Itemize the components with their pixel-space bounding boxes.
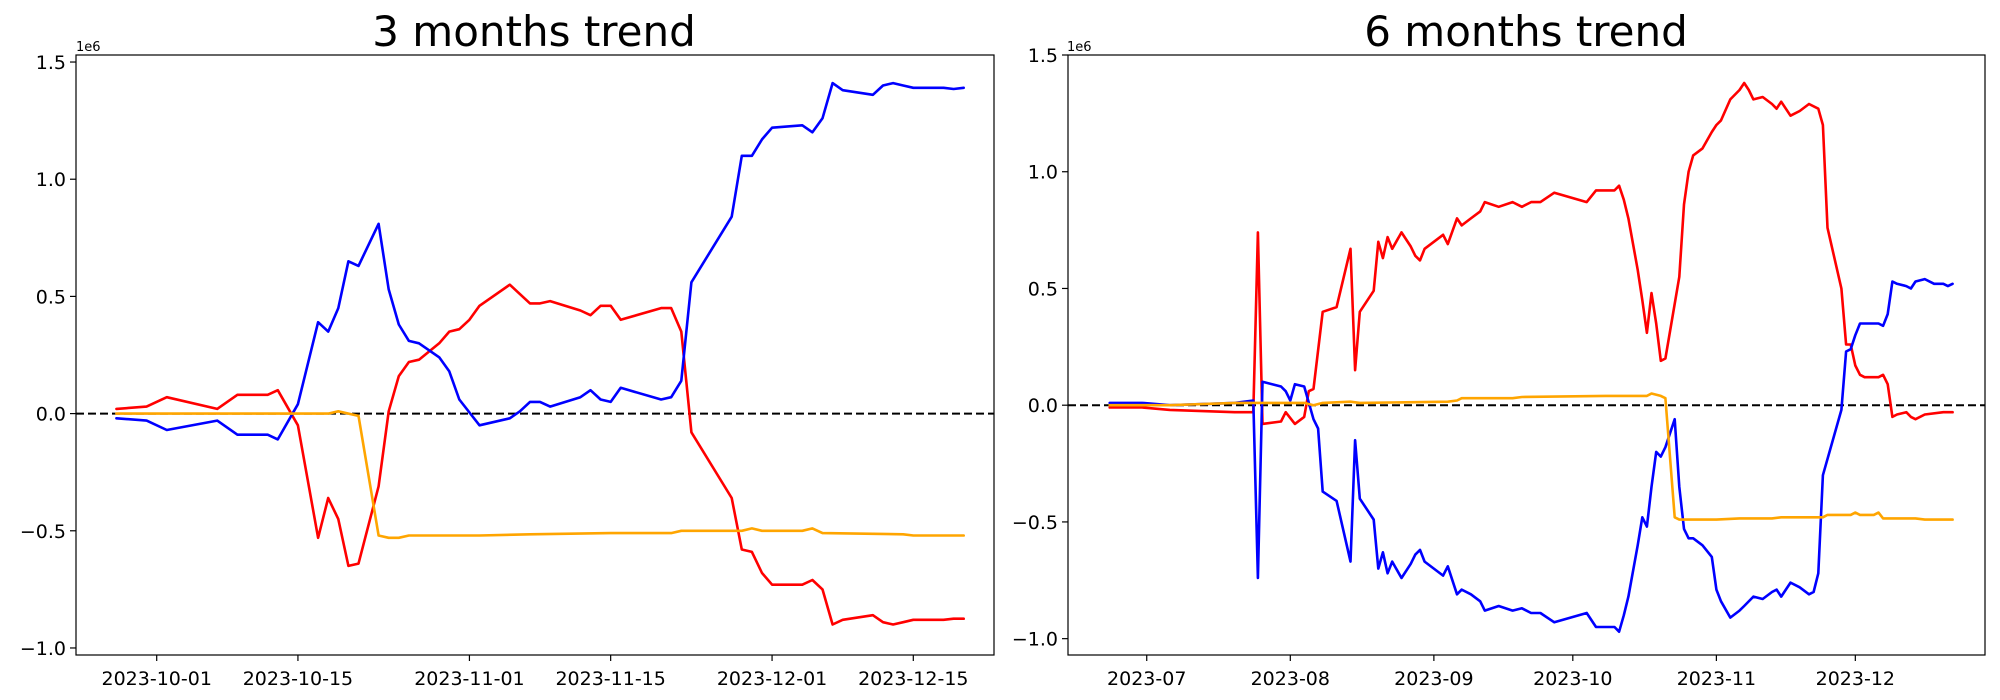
series-line-0 <box>115 283 966 626</box>
y-tick-label: 1.0 <box>1028 162 1058 184</box>
y-tick-label: 0.0 <box>36 404 66 426</box>
series-line-2 <box>115 409 966 540</box>
left-chart: 3 months trend 1e6 −1.0 −0.5 0.0 0.5 1.0 1.5 2… <box>20 7 995 690</box>
x-tick-label: 2023-12-15 <box>858 668 968 690</box>
series-line-1 <box>115 81 966 441</box>
plot-frame <box>75 54 995 656</box>
x-tick-label: 2023-10-15 <box>243 668 353 690</box>
x-tick-label: 2023-09 <box>1394 668 1473 690</box>
plot-frame <box>1067 54 1986 656</box>
x-tick-label: 2023-11 <box>1677 668 1756 690</box>
x-tick-label: 2023-12 <box>1816 668 1895 690</box>
y-tick-label: 0.0 <box>1028 395 1058 417</box>
series-line-1 <box>1108 277 1954 634</box>
y-tick-label: −0.5 <box>20 521 66 543</box>
x-tick-label: 2023-08 <box>1251 668 1330 690</box>
y-tick-label: 1.5 <box>1028 45 1058 67</box>
y-tick-label: −1.0 <box>20 638 66 660</box>
left-y-offset-label: 1e6 <box>76 40 101 55</box>
y-tick-label: 0.5 <box>1028 278 1058 300</box>
y-tick-label: 0.5 <box>36 286 66 308</box>
x-tick-label: 2023-11-15 <box>555 668 665 690</box>
left-chart-title: 3 months trend <box>372 7 696 56</box>
y-tick-label: 1.0 <box>36 169 66 191</box>
series-line-2 <box>1108 392 1954 521</box>
series-line-0 <box>1108 81 1954 426</box>
x-tick-label: 2023-10 <box>1533 668 1612 690</box>
right-y-offset-label: 1e6 <box>1067 40 1092 55</box>
x-tick-label: 2023-10-01 <box>101 668 211 690</box>
x-tick-label: 2023-11-01 <box>414 668 524 690</box>
y-tick-label: −1.0 <box>1012 629 1058 651</box>
y-tick-label: 1.5 <box>36 52 66 74</box>
y-tick-label: −0.5 <box>1012 512 1058 534</box>
right-chart: 6 months trend 1e6 −1.0 −0.5 0.0 0.5 1.0 1.5 2… <box>1012 7 1986 690</box>
right-plot-area: −1.0 −0.5 0.0 0.5 1.0 1.5 2023-07 2023-08 2023-0… <box>1012 45 1986 690</box>
left-plot-area: −1.0 −0.5 0.0 0.5 1.0 1.5 2023-10-01 2023-10-15… <box>20 52 995 690</box>
x-tick-label: 2023-07 <box>1107 668 1186 690</box>
x-tick-label: 2023-12-01 <box>717 668 827 690</box>
right-chart-title: 6 months trend <box>1364 7 1688 56</box>
